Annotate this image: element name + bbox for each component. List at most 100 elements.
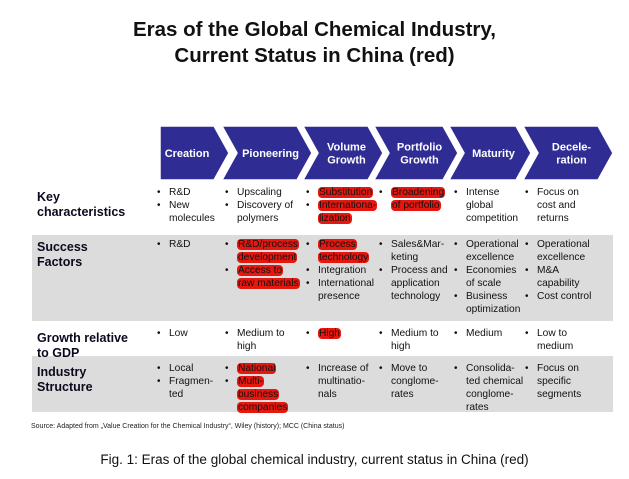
era-chevron-2: [220, 125, 313, 181]
bullet-text: Fragmen-ted: [169, 376, 214, 400]
bullet-item: Low: [157, 327, 223, 340]
era-label-4-line-2: Growth: [400, 155, 439, 167]
bullet-item: Integration: [306, 264, 378, 277]
bullet-text: International presence: [318, 278, 375, 302]
era-label-4-line-1: Portfolio: [397, 142, 442, 154]
bullet-text: Medium to high: [237, 328, 285, 352]
cell-r3-c5: Medium: [454, 327, 524, 340]
bullet-text: Process and application technology: [391, 265, 448, 302]
cell-r2-c1: R&D: [157, 238, 223, 251]
bullet-text: Multi-business companies: [237, 376, 289, 413]
bullet-text: Internationa-lization: [318, 200, 378, 224]
bullet-text: Intense global competition: [466, 187, 519, 224]
bullet-item-china: Internationa-lization: [306, 199, 378, 225]
bullet-text: Focus on specific segments: [537, 363, 582, 400]
bullet-text: R&D/process development: [237, 239, 300, 263]
row-label-1: Key characteristics: [37, 190, 125, 220]
bullet-text: Cost control: [537, 291, 592, 302]
bullet-item: Local: [157, 362, 223, 375]
row-label-line: Growth relative: [37, 331, 128, 345]
bullet-item: R&D: [157, 238, 223, 251]
bullet-text: Broadening of portfolio: [391, 187, 446, 211]
era-chevron-1: [159, 125, 230, 181]
figure-caption: Fig. 1: Eras of the global chemical indu…: [100, 452, 529, 467]
bullet-text: Focus on cost and returns: [537, 187, 579, 224]
row-label-line: Structure: [37, 380, 93, 394]
bullet-item: Fragmen-ted: [157, 375, 223, 401]
bullet-text: Increase of multinatio-nals: [318, 363, 369, 400]
row-label-2: Success Factors: [37, 240, 88, 270]
bullet-text: R&D: [169, 187, 191, 198]
bullet-text: Sales&Mar-keting: [391, 239, 445, 263]
bullet-item: R&D: [157, 186, 223, 199]
bullet-text: Operational excellence: [466, 239, 519, 263]
bullet-text: Integration: [318, 265, 367, 276]
bullet-text: Consolida-ted chemical conglome-rates: [466, 363, 524, 413]
bullet-text: R&D: [169, 239, 191, 250]
bullet-text: Move to conglome-rates: [391, 363, 439, 400]
bullet-item-china: Substitution: [306, 186, 378, 199]
row-label-4: Industry Structure: [37, 365, 93, 395]
bullet-text: Operational excellence: [537, 239, 590, 263]
bullet-text: Upscaling: [237, 187, 282, 198]
row-label-3: Growth relative to GDP: [37, 331, 128, 361]
era-label-6-line-1: Decele-: [552, 142, 591, 154]
cell-r2-c5: OperationalexcellenceEconomiesof scaleBu…: [454, 238, 524, 316]
bullet-item: Upscaling: [225, 186, 303, 199]
source-note: Source: Adapted from „Value Creation for…: [31, 423, 345, 430]
row-label-line: Success: [37, 240, 88, 254]
bullet-text: Access to raw materials: [237, 265, 300, 289]
era-chevron-4: [372, 125, 459, 181]
bullet-text: National: [237, 363, 277, 374]
bullet-text: Substitution: [318, 187, 374, 198]
cell-r3-c1: Low: [157, 327, 223, 340]
row-label-line: Key: [37, 190, 60, 204]
bullet-item: Medium: [454, 327, 524, 340]
cell-r4-c1: Local Fragmen-ted: [157, 362, 223, 401]
bullet-text: M&A capability: [537, 265, 580, 289]
era-label-5-line-1: Maturity: [472, 148, 516, 160]
bullet-text: Low: [169, 328, 188, 339]
bullet-item: Sales&Mar-keting: [379, 238, 452, 264]
bullet-text: Business optimization: [466, 291, 521, 315]
era-label-3-line-2: Growth: [327, 155, 366, 167]
bullet-text: Medium: [466, 328, 503, 339]
bullet-item-china: National: [225, 362, 303, 375]
era-label-2-line-1: Pioneering: [242, 148, 299, 160]
bullet-text: Medium to high: [391, 328, 439, 352]
era-label-1-line-1: Creation: [165, 148, 210, 160]
bullet-text: Economies of scale: [466, 265, 517, 289]
bullet-text: New molecules: [169, 200, 215, 224]
row-label-line: characteristics: [37, 205, 126, 219]
